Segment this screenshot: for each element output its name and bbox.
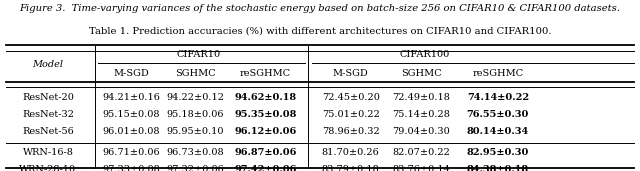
Text: 97.42±0.06: 97.42±0.06 (234, 165, 297, 171)
Text: 96.71±0.06: 96.71±0.06 (102, 148, 160, 157)
Text: ResNet-56: ResNet-56 (22, 127, 74, 136)
Text: reSGHMC: reSGHMC (472, 69, 524, 78)
Text: 94.62±0.18: 94.62±0.18 (234, 93, 297, 102)
Text: 96.12±0.06: 96.12±0.06 (234, 127, 297, 136)
Text: 75.01±0.22: 75.01±0.22 (322, 110, 380, 119)
Text: 74.14±0.22: 74.14±0.22 (467, 93, 529, 102)
Text: 97.32±0.06: 97.32±0.06 (166, 165, 224, 171)
Text: 94.22±0.12: 94.22±0.12 (166, 93, 224, 102)
Text: 95.35±0.08: 95.35±0.08 (234, 110, 297, 119)
Text: 96.01±0.08: 96.01±0.08 (102, 127, 160, 136)
Text: 75.14±0.28: 75.14±0.28 (392, 110, 450, 119)
Text: M-SGD: M-SGD (113, 69, 149, 78)
Text: Model: Model (33, 60, 63, 69)
Text: 78.96±0.32: 78.96±0.32 (322, 127, 380, 136)
Text: M-SGD: M-SGD (333, 69, 369, 78)
Text: 76.55±0.30: 76.55±0.30 (467, 110, 529, 119)
Text: CIFAR10: CIFAR10 (177, 50, 220, 59)
Text: 82.07±0.22: 82.07±0.22 (392, 148, 450, 157)
Text: Table 1. Prediction accuracies (%) with different architectures on CIFAR10 and C: Table 1. Prediction accuracies (%) with … (89, 27, 551, 36)
Text: 95.18±0.06: 95.18±0.06 (166, 110, 224, 119)
Text: 96.87±0.06: 96.87±0.06 (234, 148, 297, 157)
Text: 83.76±0.14: 83.76±0.14 (392, 165, 450, 171)
Text: 95.15±0.08: 95.15±0.08 (102, 110, 160, 119)
Text: 96.73±0.08: 96.73±0.08 (166, 148, 224, 157)
Text: 97.33±0.08: 97.33±0.08 (102, 165, 160, 171)
Text: WRN-28-10: WRN-28-10 (19, 165, 77, 171)
Text: 79.04±0.30: 79.04±0.30 (392, 127, 450, 136)
Text: 82.95±0.30: 82.95±0.30 (467, 148, 529, 157)
Text: SGHMC: SGHMC (175, 69, 216, 78)
Text: 80.14±0.34: 80.14±0.34 (467, 127, 529, 136)
Text: reSGHMC: reSGHMC (240, 69, 291, 78)
Text: 72.45±0.20: 72.45±0.20 (322, 93, 380, 102)
Text: 95.95±0.10: 95.95±0.10 (166, 127, 224, 136)
Text: 83.79±0.18: 83.79±0.18 (322, 165, 380, 171)
Text: ResNet-20: ResNet-20 (22, 93, 74, 102)
Text: 72.49±0.18: 72.49±0.18 (392, 93, 450, 102)
Text: 84.38±0.18: 84.38±0.18 (467, 165, 529, 171)
Text: SGHMC: SGHMC (401, 69, 442, 78)
Text: 94.21±0.16: 94.21±0.16 (102, 93, 160, 102)
Text: WRN-16-8: WRN-16-8 (22, 148, 74, 157)
Text: 81.70±0.26: 81.70±0.26 (322, 148, 380, 157)
Text: ResNet-32: ResNet-32 (22, 110, 74, 119)
Text: CIFAR100: CIFAR100 (399, 50, 449, 59)
Text: Figure 3.  Time-varying variances of the stochastic energy based on batch-size 2: Figure 3. Time-varying variances of the … (20, 4, 620, 13)
